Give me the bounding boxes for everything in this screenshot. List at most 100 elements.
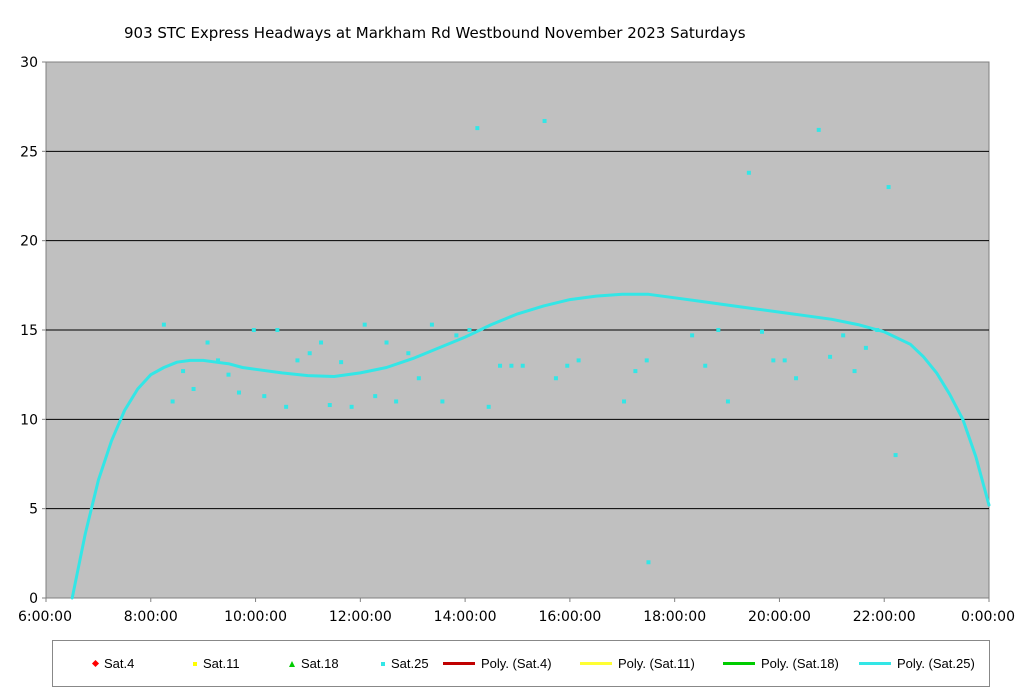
data-point-sat25 [327, 403, 332, 408]
data-point-sat25 [275, 328, 280, 332]
legend-label: Poly. (Sat.18) [761, 656, 839, 672]
x-tick-label: 10:00:00 [224, 609, 287, 625]
data-point-sat25 [319, 340, 324, 345]
data-point-sat25 [251, 328, 256, 332]
chart-title: 903 STC Express Headways at Markham Rd W… [124, 24, 746, 42]
legend-item-poly-sat-11: Poly. (Sat.11) [580, 655, 695, 671]
y-tick-label: 5 [29, 502, 38, 518]
data-point-sat25 [875, 328, 880, 332]
data-point-sat25 [467, 328, 472, 332]
y-tick-label: 30 [20, 55, 38, 71]
y-tick-label: 20 [20, 234, 38, 250]
x-tick-label: 12:00:00 [329, 609, 392, 625]
data-point-sat25 [828, 354, 833, 359]
data-point-sat25 [644, 358, 649, 363]
legend-item-sat-18: Sat.18 [289, 655, 339, 671]
x-tick-label: 16:00:00 [538, 609, 601, 625]
data-point-sat25 [339, 360, 344, 365]
data-point-sat25 [816, 127, 821, 132]
data-point-sat25 [191, 386, 196, 391]
x-tick-label: 22:00:00 [853, 609, 916, 625]
data-point-sat25 [498, 363, 503, 368]
legend-item-poly-sat-4: Poly. (Sat.4) [443, 655, 552, 671]
legend-square-marker [381, 661, 385, 666]
legend-item-poly-sat-18: Poly. (Sat.18) [723, 655, 839, 671]
legend-square-marker [193, 661, 197, 666]
legend-item-sat-4: Sat.4 [91, 655, 135, 672]
legend-triangle-marker [289, 660, 295, 667]
data-point-sat25 [181, 369, 186, 374]
data-point-sat25 [725, 399, 730, 404]
trendline-sat25 [70, 292, 991, 600]
data-point-sat25 [633, 369, 638, 374]
data-point-sat25 [576, 358, 581, 363]
data-point-sat25 [542, 118, 547, 123]
legend-label: Poly. (Sat.4) [481, 656, 552, 672]
y-tick-label: 0 [29, 591, 38, 607]
data-point-sat25 [782, 358, 787, 363]
data-point-sat25 [565, 363, 570, 368]
y-axis: 0 5 10 15 20 25 30 [20, 55, 46, 607]
y-tick-label: 15 [20, 323, 38, 339]
data-point-sat25 [759, 329, 764, 334]
x-tick-label: 18:00:00 [643, 609, 706, 625]
legend-item-poly-sat-25: Poly. (Sat.25) [859, 655, 975, 671]
data-point-sat25 [520, 363, 525, 368]
series-layer [70, 118, 991, 600]
x-tick-label: 8:00:00 [124, 609, 178, 625]
data-point-sat25 [893, 453, 898, 458]
data-point-sat25 [440, 399, 445, 404]
data-point-sat25 [863, 345, 868, 350]
data-point-sat25 [690, 333, 695, 338]
data-point-sat25 [716, 328, 721, 332]
legend-label: Sat.18 [301, 656, 339, 672]
gridlines [46, 150, 989, 510]
legend-item-sat-25: Sat.25 [381, 655, 429, 671]
data-point-sat25 [394, 399, 399, 404]
data-point-sat25 [454, 333, 459, 338]
y-tick-label: 25 [20, 144, 38, 160]
data-point-sat25 [509, 363, 514, 368]
data-point-sat25 [771, 358, 776, 363]
legend-label: Poly. (Sat.11) [618, 656, 695, 672]
x-tick-label: 0:00:00 [961, 609, 1015, 625]
legend: Sat.4 Sat.11 Sat.18 Sat.25 Poly. (Sat.4) Poly… [52, 640, 990, 687]
legend-label: Sat.4 [104, 656, 135, 672]
legend-label: Poly. (Sat.25) [897, 656, 975, 672]
data-point-sat25 [236, 390, 241, 395]
data-point-sat25 [703, 363, 708, 368]
data-point-sat25 [205, 340, 210, 345]
legend-line-swatch [443, 662, 475, 666]
x-tick-label: 6:00:00 [18, 609, 72, 625]
data-point-sat25 [362, 322, 367, 327]
data-point-sat25 [553, 376, 558, 381]
data-point-sat25 [475, 126, 480, 131]
data-point-sat25 [373, 394, 378, 399]
x-tick-label: 14:00:00 [434, 609, 497, 625]
data-point-sat25 [794, 376, 799, 381]
data-point-sat25 [284, 404, 289, 409]
data-point-sat25 [262, 394, 267, 399]
data-point-sat25 [349, 404, 354, 409]
data-point-sat25 [216, 358, 221, 363]
y-tick-label: 10 [20, 412, 38, 428]
data-point-sat25 [384, 340, 389, 345]
data-point-sat25 [852, 369, 857, 374]
x-axis: 6:00:00 8:00:00 10:00:00 12:00:00 14:00:00 16… [18, 598, 1015, 625]
legend-line-swatch [723, 662, 755, 666]
data-point-sat25 [646, 560, 651, 565]
legend-item-sat-11: Sat.11 [193, 655, 240, 671]
legend-line-swatch [580, 662, 612, 666]
data-point-sat25 [226, 372, 231, 377]
data-point-sat25 [416, 376, 421, 381]
legend-label: Sat.11 [203, 656, 240, 672]
data-point-sat25 [746, 170, 751, 175]
data-point-sat25 [295, 358, 300, 363]
data-point-sat25 [161, 322, 166, 327]
legend-line-swatch [859, 662, 891, 666]
data-point-sat25 [170, 399, 175, 404]
data-point-sat25 [841, 333, 846, 338]
data-point-sat25 [307, 351, 312, 356]
data-point-sat25 [406, 351, 411, 356]
